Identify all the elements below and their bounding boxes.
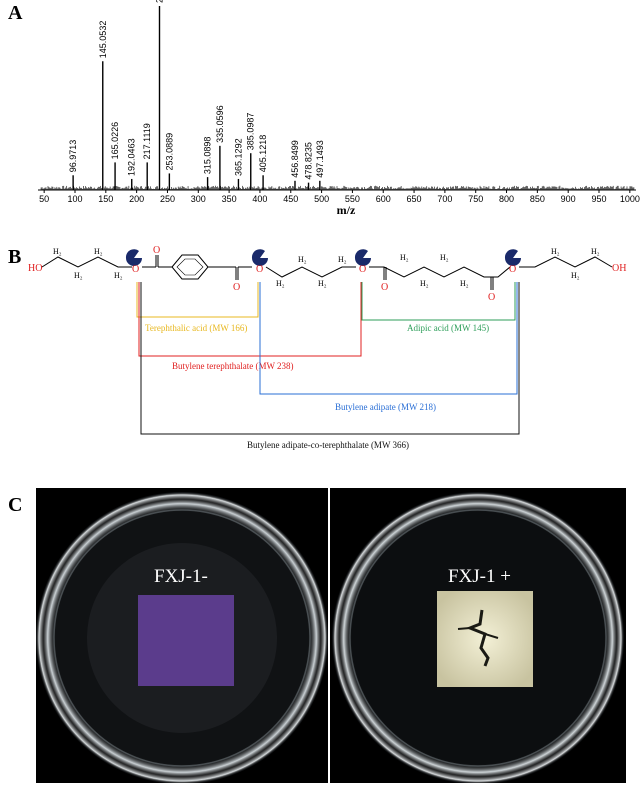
pbat-film-control bbox=[138, 595, 234, 686]
bracket-pbat bbox=[140, 282, 520, 435]
enzyme-cleavage-icon bbox=[251, 249, 268, 266]
x-tick-label: 500 bbox=[314, 194, 329, 204]
h2-label: H₂ bbox=[420, 279, 429, 288]
carbonyl-oxygen: O bbox=[488, 292, 495, 303]
x-tick-label: 900 bbox=[561, 194, 576, 204]
bracket-butylene-terephthalate bbox=[138, 282, 362, 357]
peak-label: 237.0808 bbox=[154, 0, 164, 3]
ester-oxygen: O bbox=[359, 264, 366, 275]
x-tick-label: 400 bbox=[252, 194, 267, 204]
pbat-structure-diagram: HO H₂ H₂ H₂ H₂ O O O O H₂ H₂ H₂ H₂ O O H… bbox=[28, 245, 626, 450]
petri-dish-photo-treated: FXJ-1 + bbox=[330, 488, 626, 783]
butylene-chain-3 bbox=[519, 256, 613, 268]
hydroxyl-right: OH bbox=[612, 263, 626, 274]
adipate-chain bbox=[369, 266, 511, 278]
x-tick-label: 350 bbox=[222, 194, 237, 204]
x-tick-label: 750 bbox=[468, 194, 483, 204]
x-tick-label: 300 bbox=[191, 194, 206, 204]
x-tick-label: 150 bbox=[98, 194, 113, 204]
mass-spectrum-chart: 50 100 150 200 250 300 350 400 450 500 550 600 650 70… bbox=[38, 0, 640, 217]
h2-label: H₂ bbox=[318, 279, 327, 288]
label-fxj1-plus: FXJ-1 + bbox=[448, 566, 511, 587]
x-tick-label: 100 bbox=[67, 194, 82, 204]
x-tick-label: 650 bbox=[407, 194, 422, 204]
peak-label: 253.0889 bbox=[164, 133, 174, 171]
x-tick-label: 1000 bbox=[620, 194, 640, 204]
h2-label: H₂ bbox=[94, 247, 103, 256]
panel-label-c: C bbox=[8, 494, 23, 516]
panel-label-a: A bbox=[8, 2, 23, 24]
x-axis-label: m/z bbox=[337, 203, 356, 217]
label-adipic-acid: Adipic acid (MW 145) bbox=[407, 323, 489, 333]
peak-label: 456.8499 bbox=[290, 140, 300, 178]
butylene-chain-2 bbox=[265, 266, 356, 278]
h2-label: H₂ bbox=[74, 271, 83, 280]
x-tick-label: 950 bbox=[591, 194, 606, 204]
carbonyl-oxygen: O bbox=[233, 282, 240, 293]
peak-label: 335.0596 bbox=[215, 105, 225, 143]
bracket-adipic-acid bbox=[361, 282, 516, 321]
peak-label: 165.0226 bbox=[110, 122, 120, 160]
label-terephthalic-acid: Terephthalic acid (MW 166) bbox=[145, 323, 247, 333]
carbonyl-oxygen: O bbox=[381, 282, 388, 293]
ester-oxygen: O bbox=[256, 264, 263, 275]
peak-label: 497.1493 bbox=[315, 140, 325, 178]
bracket-butylene-adipate bbox=[259, 282, 518, 395]
peak-label: 192.0463 bbox=[127, 138, 137, 176]
label-fxj1-minus: FXJ-1- bbox=[154, 566, 208, 587]
enzyme-cleavage-icon bbox=[504, 249, 521, 266]
x-tick-label: 600 bbox=[376, 194, 391, 204]
bracket-terephthalic-acid bbox=[136, 282, 259, 318]
peak-label: 96.9713 bbox=[68, 140, 78, 173]
peak-label: 405.1218 bbox=[258, 135, 268, 173]
h2-label: H₂ bbox=[551, 247, 560, 256]
x-tick-label: 450 bbox=[283, 194, 298, 204]
enzyme-cleavage-icon bbox=[354, 249, 371, 266]
h2-label: H₂ bbox=[460, 279, 469, 288]
butylene-chain-1 bbox=[41, 256, 132, 268]
x-tick-label: 700 bbox=[437, 194, 452, 204]
peak-label: 217.1119 bbox=[142, 123, 152, 159]
peak-label: 145.0532 bbox=[98, 21, 108, 59]
ester-oxygen: O bbox=[509, 264, 516, 275]
x-tick-label: 550 bbox=[345, 194, 360, 204]
hydroxyl-left: HO bbox=[28, 263, 42, 274]
peak-label: 478.8235 bbox=[304, 142, 314, 180]
h2-label: H₂ bbox=[440, 253, 449, 262]
carbonyl-oxygen: O bbox=[153, 245, 160, 256]
h2-label: H₂ bbox=[400, 253, 409, 262]
ester-oxygen: O bbox=[132, 264, 139, 275]
h2-label: H₂ bbox=[276, 279, 285, 288]
label-butylene-terephthalate: Butylene terephthalate (MW 238) bbox=[172, 361, 294, 371]
h2-label: H₂ bbox=[338, 255, 347, 264]
h2-label: H₂ bbox=[114, 271, 123, 280]
peak-label: 385.0987 bbox=[246, 113, 256, 151]
enzyme-cleavage-icon bbox=[125, 249, 142, 266]
h2-label: H₂ bbox=[591, 247, 600, 256]
h2-label: H₂ bbox=[298, 255, 307, 264]
peak-label: 315.0898 bbox=[203, 137, 213, 175]
x-tick-label: 250 bbox=[160, 194, 175, 204]
x-tick-label: 200 bbox=[129, 194, 144, 204]
peak-label: 365.1292 bbox=[233, 138, 243, 176]
petri-dish-photo-control: FXJ-1- bbox=[36, 488, 328, 783]
panel-label-b: B bbox=[8, 246, 22, 268]
h2-label: H₂ bbox=[53, 247, 62, 256]
x-tick-label: 800 bbox=[499, 194, 514, 204]
label-pbat: Butylene adipate-co-terephthalate (MW 36… bbox=[247, 440, 409, 450]
x-tick-label: 50 bbox=[39, 194, 49, 204]
label-butylene-adipate: Butylene adipate (MW 218) bbox=[335, 402, 436, 412]
x-tick-label: 850 bbox=[530, 194, 545, 204]
h2-label: H₂ bbox=[571, 271, 580, 280]
